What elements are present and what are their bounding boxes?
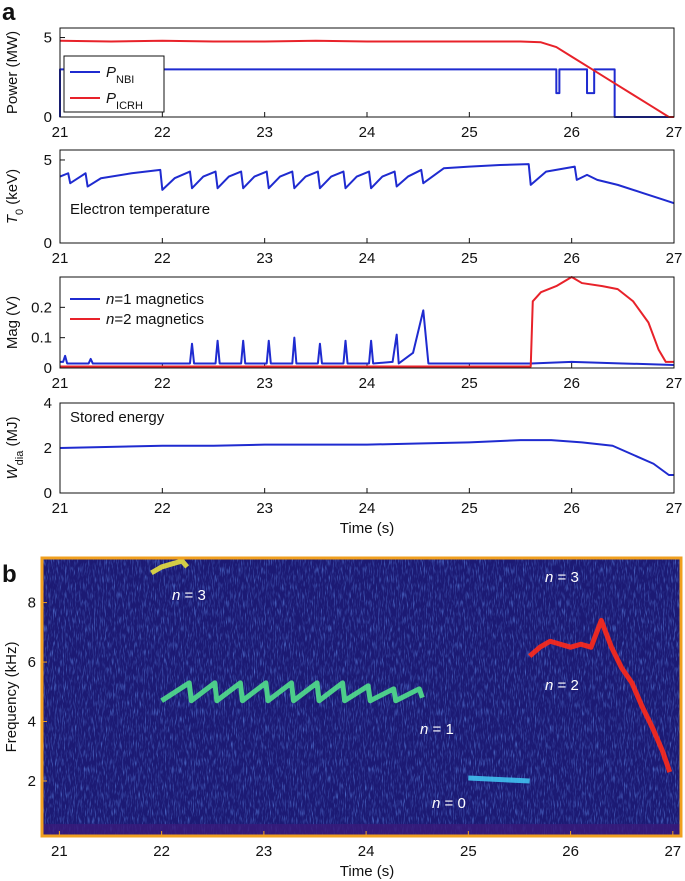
x-axis-label: Time (s) (340, 863, 394, 880)
x-tick-label: 25 (461, 124, 478, 141)
mode-label: n = 0 (432, 795, 466, 812)
line (59, 68, 674, 118)
line (59, 163, 675, 205)
x-tick-label: 22 (154, 250, 171, 267)
mode-label: n = 3 (172, 587, 206, 604)
line (60, 276, 674, 368)
y-axis-label-part: 0 (14, 209, 26, 215)
x-tick-label: 24 (359, 375, 376, 392)
line (60, 309, 675, 366)
annotation: Stored energy (70, 409, 165, 426)
y-axis-label-part: (MJ) (4, 416, 21, 450)
x-tick-label: 21 (52, 250, 69, 267)
x-tick-label: 24 (359, 500, 376, 517)
y-axis-label: Power (MW) (4, 31, 21, 114)
y-axis-label-part: (keV) (4, 169, 21, 209)
x-tick-label: 25 (460, 843, 477, 860)
x-tick-label: 27 (666, 375, 683, 392)
x-tick-label: 27 (666, 124, 683, 141)
y-tick-label: 5 (44, 30, 52, 47)
y-tick-label: 0.1 (31, 330, 52, 347)
x-tick-label: 26 (562, 843, 579, 860)
annotation: Electron temperature (70, 201, 210, 218)
y-axis-label-part: Power (MW) (4, 31, 21, 114)
x-tick-label: 23 (256, 124, 273, 141)
y-tick-label: 5 (44, 152, 52, 169)
y-tick-label: 0.2 (31, 299, 52, 316)
line (59, 39, 674, 118)
legend-label: PNBI (106, 64, 134, 86)
axes-frame (59, 149, 675, 244)
x-tick-label: 26 (563, 124, 580, 141)
spectrogram-floor (42, 824, 681, 836)
mode-trace (528, 617, 673, 773)
x-tick-label: 23 (256, 250, 273, 267)
x-tick-label: 21 (52, 500, 69, 517)
panel-label: b (2, 561, 17, 588)
mode-label: n = 1 (420, 721, 454, 738)
x-axis-label: Time (s) (340, 520, 394, 537)
y-tick-label: 2 (44, 440, 52, 457)
legend-label: n=2 magnetics (106, 311, 204, 328)
x-tick-label: 26 (563, 375, 580, 392)
axes-frame (59, 27, 675, 118)
x-tick-label: 26 (563, 250, 580, 267)
x-tick-label: 22 (154, 500, 171, 517)
axes-frame (59, 276, 675, 369)
axes-frame (59, 402, 675, 494)
y-tick-label: 8 (28, 595, 36, 612)
y-axis-label-part: T (4, 213, 21, 224)
y-tick-label: 4 (28, 714, 36, 731)
x-tick-label: 25 (461, 250, 478, 267)
y-tick-label: 6 (28, 654, 36, 671)
x-tick-label: 21 (52, 375, 69, 392)
y-axis-label-part: Mag (V) (4, 296, 21, 349)
legend-frame (63, 55, 165, 113)
y-axis-label: Wdia (MJ) (4, 416, 26, 479)
legend-label: n=1 magnetics (106, 291, 204, 308)
y-tick-label: 0 (44, 360, 52, 377)
x-tick-label: 27 (664, 843, 681, 860)
x-tick-label: 22 (154, 124, 171, 141)
x-tick-label: 27 (666, 500, 683, 517)
x-tick-label: 21 (52, 124, 69, 141)
y-tick-label: 4 (44, 395, 52, 412)
x-tick-label: 22 (154, 375, 171, 392)
x-tick-label: 24 (358, 843, 375, 860)
legend-label: PICRH (106, 90, 143, 112)
x-tick-label: 25 (461, 375, 478, 392)
x-tick-label: 23 (256, 375, 273, 392)
y-axis-label-part: W (4, 464, 21, 480)
x-tick-label: 26 (563, 500, 580, 517)
y-tick-label: 0 (44, 109, 52, 126)
x-tick-label: 21 (51, 843, 68, 860)
y-tick-label: 0 (44, 235, 52, 252)
spectrogram-noise (42, 558, 681, 836)
x-tick-label: 23 (256, 500, 273, 517)
x-tick-label: 22 (153, 843, 170, 860)
x-tick-label: 24 (359, 250, 376, 267)
panel-label: a (2, 0, 16, 26)
mode-label: n = 3 (545, 569, 579, 586)
y-tick-label: 0 (44, 485, 52, 502)
mode-trace (468, 775, 530, 784)
x-tick-label: 23 (256, 843, 273, 860)
y-tick-label: 2 (28, 773, 36, 790)
mode-label: n = 2 (545, 677, 579, 694)
x-tick-label: 25 (461, 500, 478, 517)
y-axis-label-part: Frequency (kHz) (3, 642, 20, 753)
mode-trace (150, 558, 190, 576)
mode-trace (160, 680, 425, 704)
x-tick-label: 24 (359, 124, 376, 141)
plot-frame (40, 556, 683, 838)
x-tick-label: 27 (666, 250, 683, 267)
y-axis-label: T0 (keV) (4, 169, 26, 224)
y-axis-label: Mag (V) (4, 296, 21, 349)
y-axis-label: Frequency (kHz) (3, 642, 20, 753)
line (59, 439, 674, 476)
y-axis-label-part: dia (14, 450, 26, 466)
